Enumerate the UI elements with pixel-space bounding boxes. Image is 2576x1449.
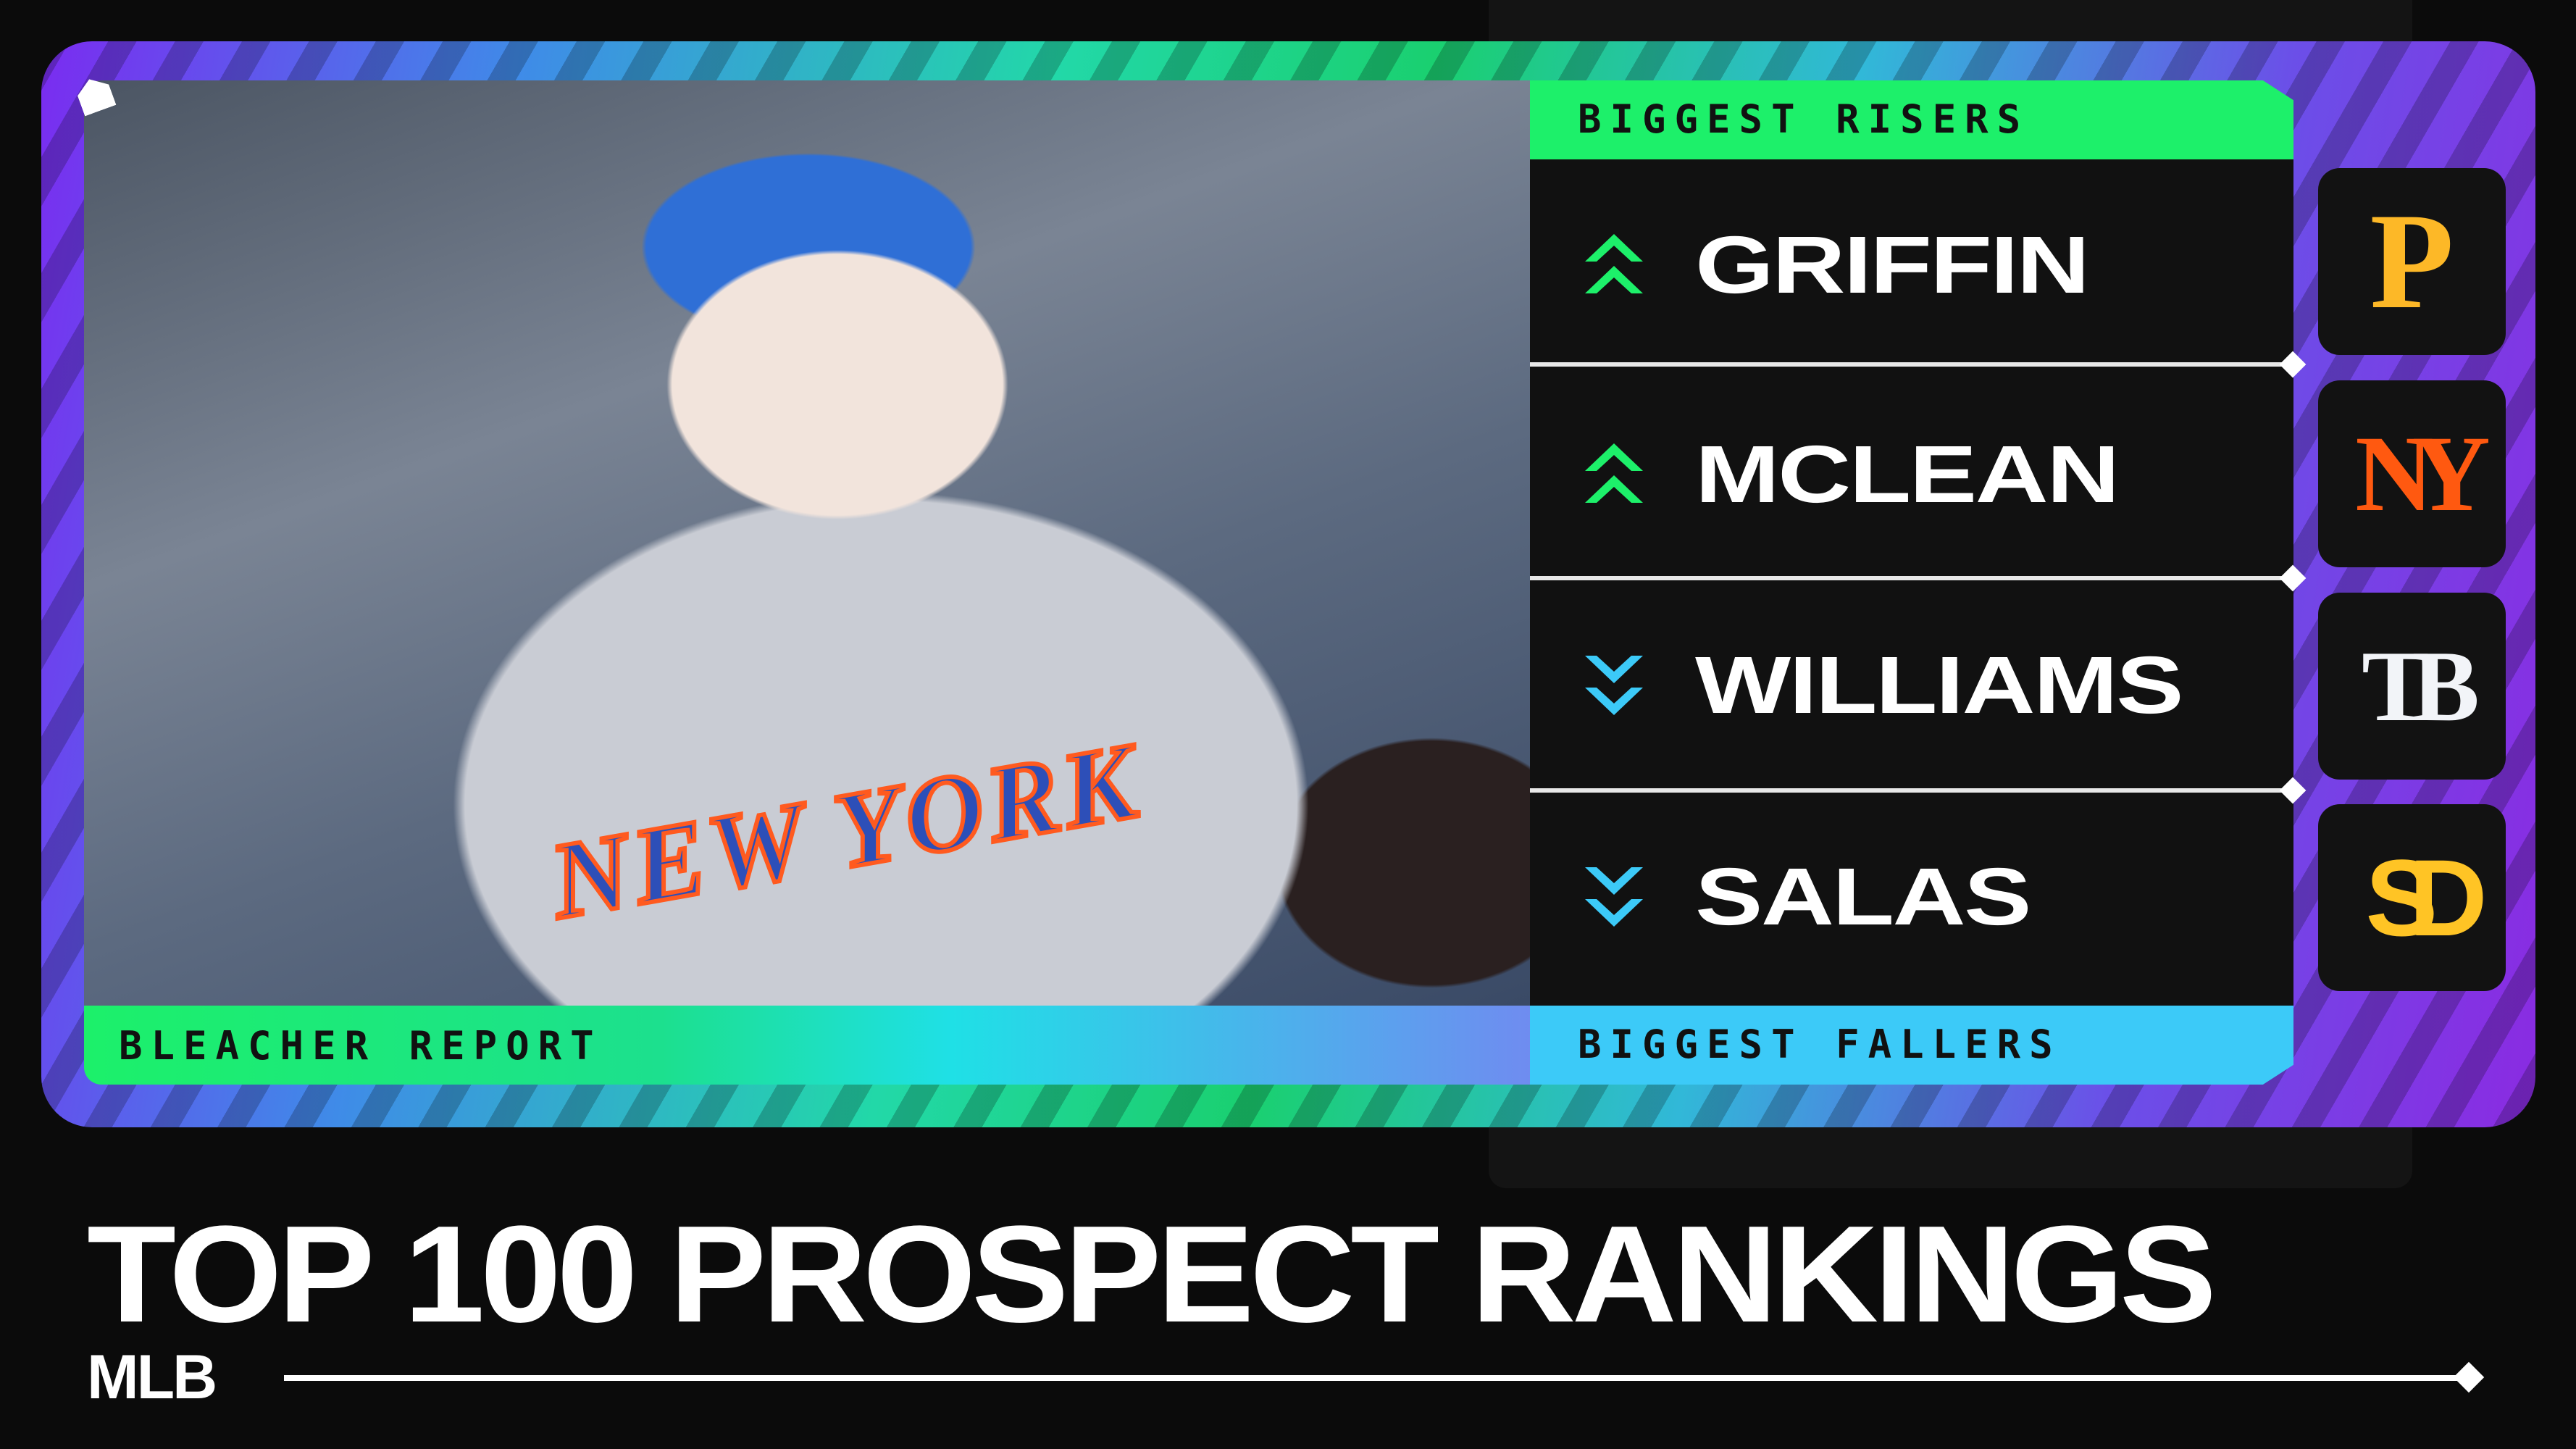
page-title: TOP 100 PROSPECT RANKINGS [87, 1198, 2217, 1351]
team-logo-mets: NY [2318, 380, 2506, 567]
team-logo-pirates: P [2318, 168, 2506, 355]
double-chevron-down-icon [1585, 656, 1643, 715]
diamond-marker [2453, 1361, 2485, 1393]
brand-label: BLEACHER REPORT [119, 1023, 603, 1069]
fallers-header: BIGGEST FALLERS [1530, 1006, 2293, 1085]
double-chevron-up-icon [1585, 443, 1643, 503]
divider-line [284, 1375, 2464, 1381]
logo-text: SD [2365, 836, 2487, 959]
player-photo: NEW YORK [84, 80, 1530, 1006]
list-item: MCLEAN [1530, 369, 2293, 579]
logo-text: TB [2362, 630, 2480, 743]
divider [1530, 362, 2293, 367]
league-label: MLB [87, 1342, 217, 1412]
divider [1530, 576, 2293, 580]
jersey-text: NEW YORK [540, 718, 1151, 944]
team-logo-rays: TB [2318, 593, 2506, 780]
risers-header: BIGGEST RISERS [1530, 80, 2293, 159]
player-name: SALAS [1695, 851, 2031, 942]
divider [1530, 788, 2293, 793]
list-item: SALAS [1530, 791, 2293, 1001]
team-logo-padres: SD [2318, 804, 2506, 991]
player-name: MCLEAN [1695, 428, 2120, 519]
risers-header-label: BIGGEST RISERS [1578, 96, 2030, 142]
double-chevron-up-icon [1585, 234, 1643, 293]
list-item: GRIFFIN [1530, 159, 2293, 369]
double-chevron-down-icon [1585, 867, 1643, 927]
player-name: GRIFFIN [1695, 219, 2090, 310]
player-name: WILLIAMS [1695, 639, 2184, 730]
brand-bar: BLEACHER REPORT [84, 1006, 1530, 1085]
logo-text: P [2370, 185, 2454, 338]
fallers-header-label: BIGGEST FALLERS [1578, 1022, 2062, 1067]
logo-text: NY [2355, 414, 2491, 534]
prospect-list: GRIFFIN MCLEAN WILLIAMS SALAS [1530, 159, 2293, 1006]
list-item: WILLIAMS [1530, 580, 2293, 790]
